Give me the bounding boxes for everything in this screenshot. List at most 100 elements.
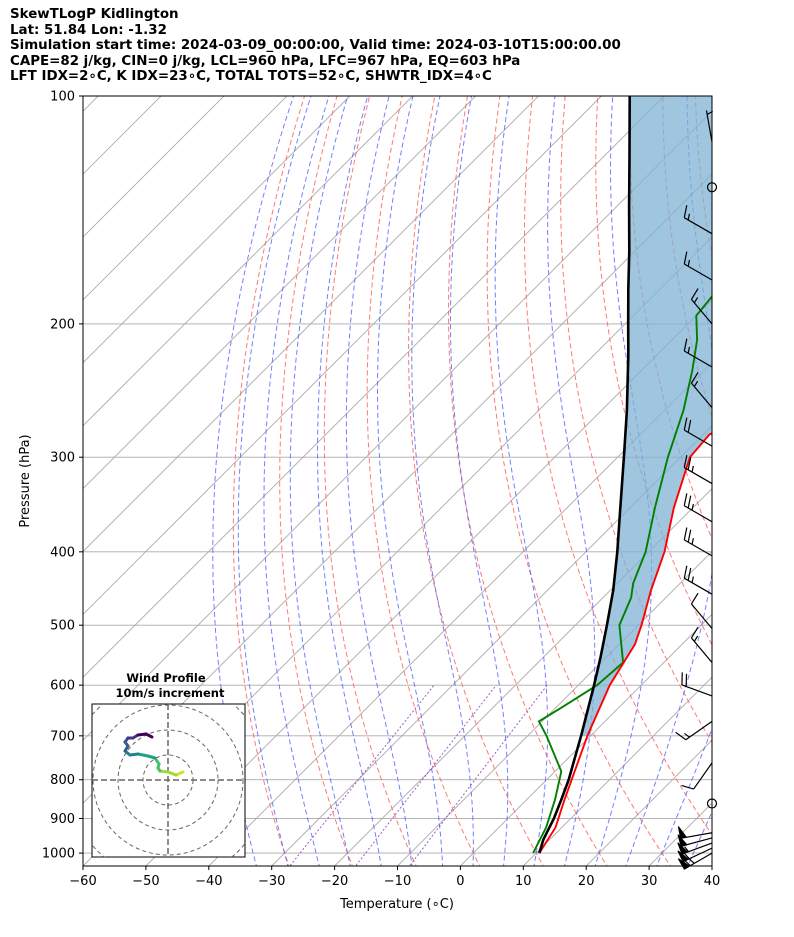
- x-tick-label: −60: [69, 874, 96, 889]
- isotherm-line: [208, 362, 712, 866]
- moist-adiabat: [263, 96, 330, 866]
- wind-barb-staff: [683, 505, 713, 523]
- dry-adiabat: [728, 96, 794, 869]
- inset-plot: [92, 704, 245, 857]
- wind-barb-staff: [690, 299, 713, 325]
- wind-barb-flag: [677, 826, 688, 839]
- x-tick-label: −20: [321, 874, 348, 889]
- isotherm-line: [271, 425, 712, 866]
- wind-barb-full: [687, 529, 692, 543]
- x-tick-label: −30: [258, 874, 285, 889]
- y-tick-label: 300: [50, 451, 75, 466]
- y-tick-label: 400: [50, 545, 75, 560]
- wind-barb-half: [691, 538, 694, 545]
- inset-title: Wind Profile: [126, 671, 206, 685]
- moist-adiabat: [212, 96, 295, 866]
- wind-barb-staff: [693, 762, 713, 790]
- wind-barb-full: [690, 372, 699, 384]
- wind-barb-staff: [683, 539, 713, 557]
- wind-barb-half: [684, 732, 690, 738]
- y-tick-label: 1000: [42, 847, 75, 862]
- wind-barb-staff: [705, 110, 713, 143]
- wind-barb-full: [683, 527, 688, 541]
- isotherm-line: [756, 61, 794, 884]
- wind-barb-full: [683, 338, 688, 352]
- moist-adiabat: [450, 96, 509, 866]
- y-tick-label: 800: [50, 773, 75, 788]
- wind-barb-full: [683, 417, 688, 431]
- wind-barb-half: [689, 858, 695, 864]
- wind-barb-full: [683, 455, 688, 468]
- moist-adiabat: [656, 727, 712, 866]
- wind-barb-staff: [690, 637, 713, 663]
- wind-barb-full: [690, 626, 699, 639]
- calm-wind-circle: [706, 798, 718, 809]
- wind-barb-staff: [685, 720, 713, 741]
- isotherm-line: [83, 96, 414, 427]
- wind-barb-half: [687, 259, 691, 267]
- wind-barb-staff: [681, 684, 713, 697]
- dry-adiabat: [366, 96, 481, 866]
- moist-adiabat: [594, 96, 653, 866]
- parcel-path: [538, 96, 632, 854]
- cape-fill: [581, 96, 712, 736]
- y-tick-label: 700: [50, 729, 75, 744]
- isotherm-line: [83, 110, 712, 741]
- mixing-ratio-line: [354, 684, 497, 866]
- hodograph-segment: [144, 732, 154, 739]
- dry-adiabat: [232, 96, 305, 866]
- wind-barb-half: [684, 846, 689, 853]
- dry-adiabat: [448, 96, 608, 866]
- isotherm-line: [459, 613, 712, 866]
- wind-barb-half: [691, 576, 694, 583]
- wind-barb-staff: [683, 467, 713, 485]
- location-line: Lat: 51.84 Lon: -1.32: [10, 22, 167, 38]
- time-line: Simulation start time: 2024-03-09_00:00:…: [10, 38, 621, 54]
- moist-adiabat: [494, 96, 549, 866]
- x-tick-label: 30: [641, 874, 658, 889]
- chart-title: SkewTLogP Kidlington: [10, 7, 179, 22]
- isotherm-line: [83, 96, 477, 490]
- hodograph-inset: Wind Profile 10m/s increment: [91, 671, 246, 858]
- isotherm-line: [83, 96, 603, 616]
- wind-barb-half: [706, 110, 713, 115]
- x-tick-label: −50: [132, 874, 159, 889]
- y-axis-label: Pressure (hPa): [18, 434, 33, 527]
- wind-barb-half: [693, 380, 699, 387]
- isotherm-line: [83, 96, 288, 301]
- x-tick-label: 0: [456, 874, 464, 889]
- wind-barb-staff: [690, 382, 713, 409]
- wind-barb-full: [683, 493, 688, 506]
- isotherm-line: [83, 96, 225, 238]
- y-tick-label: 100: [50, 90, 75, 105]
- wind-barb-full: [687, 419, 692, 433]
- y-axis: 100 200 300 400 500 600 700 800 900 1000: [42, 90, 83, 862]
- x-tick-label: 20: [578, 874, 595, 889]
- wind-barb-full: [683, 251, 688, 265]
- wind-barb-full: [675, 731, 687, 741]
- wind-barb-flag: [677, 850, 690, 863]
- wind-barb-staff: [683, 217, 713, 235]
- isotherm-line: [145, 299, 712, 866]
- cape-line: CAPE=82 j/kg, CIN=0 j/kg, LCL=960 hPa, L…: [10, 53, 521, 69]
- calm-wind-circle: [706, 182, 718, 193]
- profile-lines: [532, 96, 712, 854]
- dry-adiabat: [279, 96, 354, 866]
- moist-adiabat: [377, 96, 444, 866]
- inset-subtitle: 10m/s increment: [116, 686, 225, 700]
- x-tick-label: 10: [515, 874, 532, 889]
- wind-barb-half: [687, 213, 691, 221]
- x-tick-label: −40: [195, 874, 222, 889]
- wind-barb-full: [687, 457, 692, 470]
- isotherm-line: [83, 96, 665, 678]
- x-axis-label: Temperature (∘C): [339, 897, 454, 912]
- wind-barb-full: [690, 592, 699, 605]
- moist-adiabat: [237, 96, 312, 866]
- isotherm-line: [83, 96, 540, 553]
- wind-barb-full: [687, 495, 692, 509]
- wind-barbs: [675, 110, 718, 870]
- wind-barb-full: [687, 567, 692, 581]
- mixing-ratio-line: [289, 684, 435, 866]
- wind-barb-staff: [683, 263, 713, 281]
- wind-barb-flag: [677, 842, 689, 855]
